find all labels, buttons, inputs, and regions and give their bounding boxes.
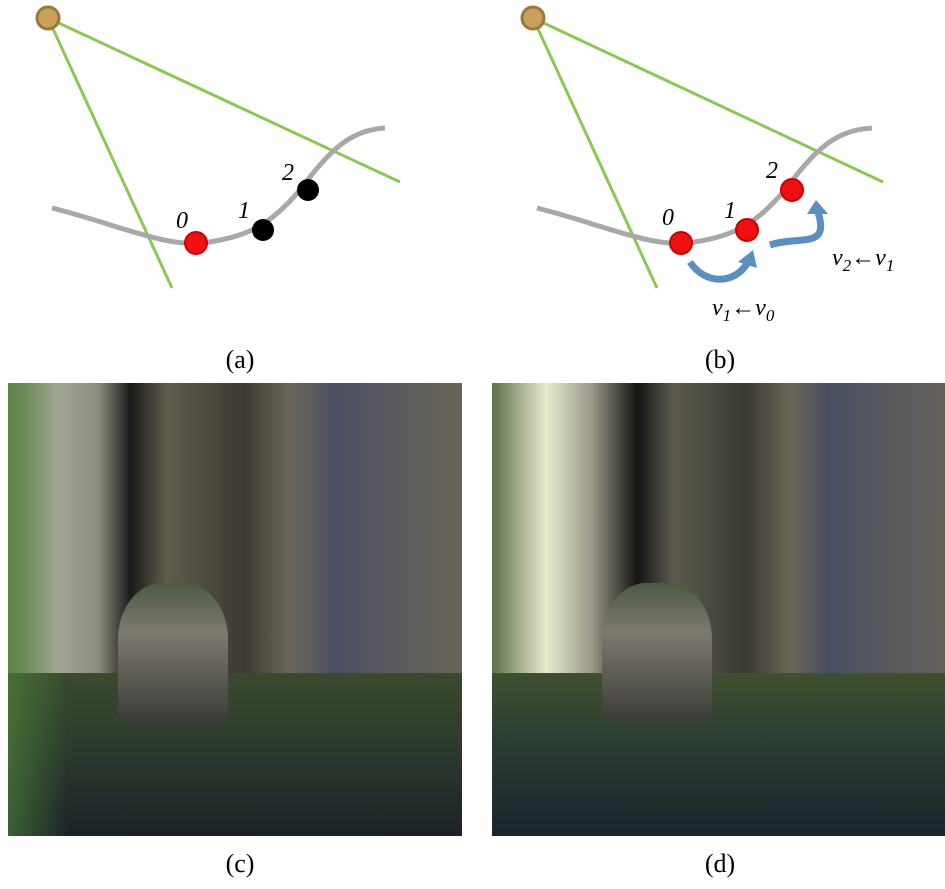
annotation-part: 1: [886, 256, 895, 275]
point-label: 2: [766, 158, 778, 184]
figure: 0 1 2 (a) 0 1 2 v1←v0 v2←v1 (b) (c) (d): [0, 0, 945, 889]
point-label: 1: [724, 198, 736, 224]
point: [252, 219, 274, 241]
camera: [522, 7, 544, 29]
annotation: v1←v0: [712, 295, 775, 325]
point: [297, 179, 319, 201]
annotation-part: v: [755, 295, 766, 321]
frustum-line: [533, 18, 883, 182]
caption: (c): [226, 849, 255, 878]
annotation-part: 1: [723, 306, 732, 325]
caption: (d): [705, 849, 735, 878]
annotation-part: v: [832, 245, 843, 271]
frustum-line: [533, 18, 657, 288]
caption: (b): [705, 345, 735, 374]
panel-b: 0 1 2 v1←v0 v2←v1 (b): [522, 7, 894, 374]
panel-a: 0 1 2 (a): [37, 7, 400, 374]
annotation-part: 0: [766, 306, 775, 325]
caption: (a): [226, 345, 255, 374]
point-label: 1: [238, 198, 250, 224]
point: [781, 179, 803, 201]
annotation-part: ←: [731, 295, 755, 321]
camera: [37, 7, 59, 29]
point-label: 2: [282, 160, 294, 186]
point-label: 0: [662, 205, 674, 231]
page: 0 1 2 (a) 0 1 2 v1←v0 v2←v1 (b) (c) (d) …: [0, 0, 945, 889]
arrow: [770, 212, 821, 245]
point: [670, 232, 692, 254]
arrow: [690, 262, 748, 279]
annotation: v2←v1: [832, 245, 894, 275]
frustum-line: [48, 18, 400, 182]
annotation-part: v: [875, 245, 886, 271]
point-label: 0: [176, 208, 188, 234]
annotation-part: v: [712, 295, 723, 321]
frustum-line: [48, 18, 172, 288]
curve: [52, 128, 385, 244]
point: [185, 232, 207, 254]
arrow-head: [807, 200, 828, 214]
point: [736, 219, 758, 241]
annotation-part: ←: [851, 245, 875, 271]
